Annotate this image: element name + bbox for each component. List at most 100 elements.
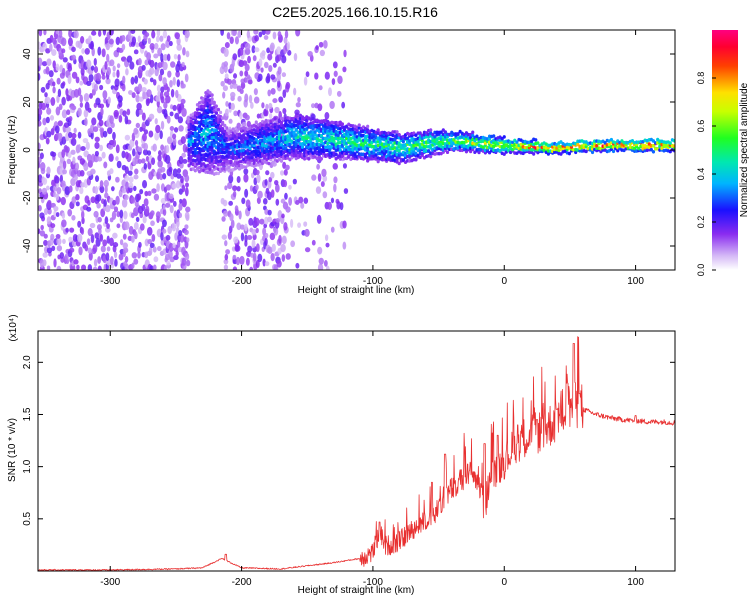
spectrogram-cell: [534, 138, 538, 142]
spectrogram-cell: [464, 149, 469, 154]
spectrogram-cell: [319, 49, 326, 57]
spectrogram-cell: [134, 168, 139, 175]
spectrogram-cell: [86, 59, 92, 69]
spectrogram-cell: [43, 30, 47, 36]
spectrogram-cell: [137, 251, 141, 259]
spectrogram-cell: [181, 246, 186, 256]
spectrogram-cell: [145, 205, 150, 215]
spectrogram-cell: [56, 237, 62, 246]
spectrogram-cell: [170, 61, 176, 68]
spectrogram-cell: [121, 43, 126, 51]
spectrogram-cell: [584, 149, 588, 154]
spectrogram-cell: [279, 120, 284, 125]
spectrogram-cell: [146, 226, 153, 236]
spectrogram-cell: [130, 76, 135, 85]
spectrogram-cell: [244, 70, 249, 77]
spectrogram-cell: [320, 181, 325, 187]
spectrogram-cell: [106, 246, 111, 252]
spectrogram-cell: [128, 176, 134, 183]
spectrogram-cell: [61, 136, 67, 145]
spectrogram-cell: [235, 128, 239, 133]
spectrogram-cell: [245, 199, 251, 209]
spectrogram-cell: [511, 140, 515, 145]
spectrogram-cell: [342, 163, 347, 169]
spectrogram-cell: [169, 205, 174, 214]
snr-x-ticks: -300 -200 -100 0 100: [100, 331, 644, 588]
spectrogram-cell: [244, 93, 249, 103]
spectrogram-cell: [150, 210, 155, 216]
colorbar-tick-label: 0.8: [696, 72, 706, 85]
spectrogram-cell: [160, 144, 165, 151]
spectrogram-cell: [112, 138, 117, 148]
spectrogram-cell: [672, 144, 675, 148]
spectrogram-cell: [60, 37, 67, 47]
spectrogram-cell: [159, 130, 163, 140]
spectrogram-cell: [232, 53, 238, 61]
spectrogram-cell: [144, 32, 150, 38]
x-tick-label: -300: [100, 276, 120, 287]
spectrogram-cell: [52, 185, 58, 192]
spectrogram-cell: [149, 43, 155, 50]
spectrogram-cell: [41, 61, 48, 67]
spectrogram-cell: [75, 201, 80, 207]
spectrogram-cell: [106, 223, 110, 230]
spectrogram-cell: [67, 75, 72, 85]
spectrogram-cell: [162, 30, 168, 39]
spectrogram-cell: [260, 67, 264, 73]
spectrogram-cell: [337, 75, 343, 85]
spectrogram-cell: [113, 109, 119, 118]
spectrogram-cell: [325, 265, 330, 270]
spectrogram-cell: [52, 37, 57, 45]
spectrogram-cell: [78, 246, 83, 256]
spectrogram-cell: [40, 224, 44, 231]
spectrogram-cell: [86, 206, 92, 212]
spectrogram-cell: [75, 76, 80, 84]
spectrogram-cell: [116, 69, 120, 78]
spectrogram-cell: [39, 152, 44, 160]
spectrogram-cell: [391, 143, 395, 147]
spectrogram-cell: [48, 70, 54, 78]
spectrogram-cell: [77, 107, 82, 117]
spectrogram-cell: [164, 154, 171, 164]
spectrogram-cell: [332, 139, 336, 144]
spectrogram-cell: [155, 95, 161, 102]
spectrogram-cell: [574, 150, 578, 155]
spectrogram-cell: [55, 193, 60, 201]
spectrogram-cell: [502, 135, 506, 139]
spectrogram-cell: [181, 107, 187, 117]
spectrogram-cell: [46, 247, 53, 254]
spectrogram-cell: [137, 83, 143, 93]
spectrogram-cell: [174, 112, 180, 120]
spectrogram-cell: [104, 204, 111, 213]
spectrogram-cell: [38, 30, 43, 37]
spectrogram-cell: [71, 196, 77, 204]
spectrogram-cell: [44, 92, 48, 98]
spectrogram-cell: [218, 124, 223, 129]
spectrogram-cell: [311, 239, 316, 246]
spectrogram-cell: [266, 191, 272, 201]
spectrogram-cell: [339, 202, 344, 211]
spectrogram-cell: [232, 254, 237, 260]
spectrogram-cell: [46, 107, 52, 115]
spectrogram-cell: [283, 169, 288, 176]
spectrogram-cell: [96, 224, 102, 231]
spectrogram-cell: [255, 243, 260, 253]
spectrogram-cell: [146, 150, 152, 156]
spectrogram-cell: [368, 137, 372, 142]
spectrogram-cell: [218, 110, 223, 115]
spectrogram-cell: [293, 53, 298, 62]
spectrogram-cell: [263, 126, 267, 131]
spectrogram-cell: [62, 238, 66, 244]
spectrogram-cell: [71, 71, 78, 79]
spectrogram-cell: [248, 141, 252, 145]
spectrogram-cell: [93, 210, 99, 218]
spectrogram-cell: [96, 202, 101, 209]
spectrogram-cell: [332, 163, 338, 170]
spectrogram-cell: [99, 185, 105, 194]
spectrogram-cell: [137, 35, 141, 43]
spectrogram-cell: [138, 96, 144, 102]
spectrogram-cell: [162, 61, 168, 71]
spectrogram-cell: [240, 81, 246, 90]
